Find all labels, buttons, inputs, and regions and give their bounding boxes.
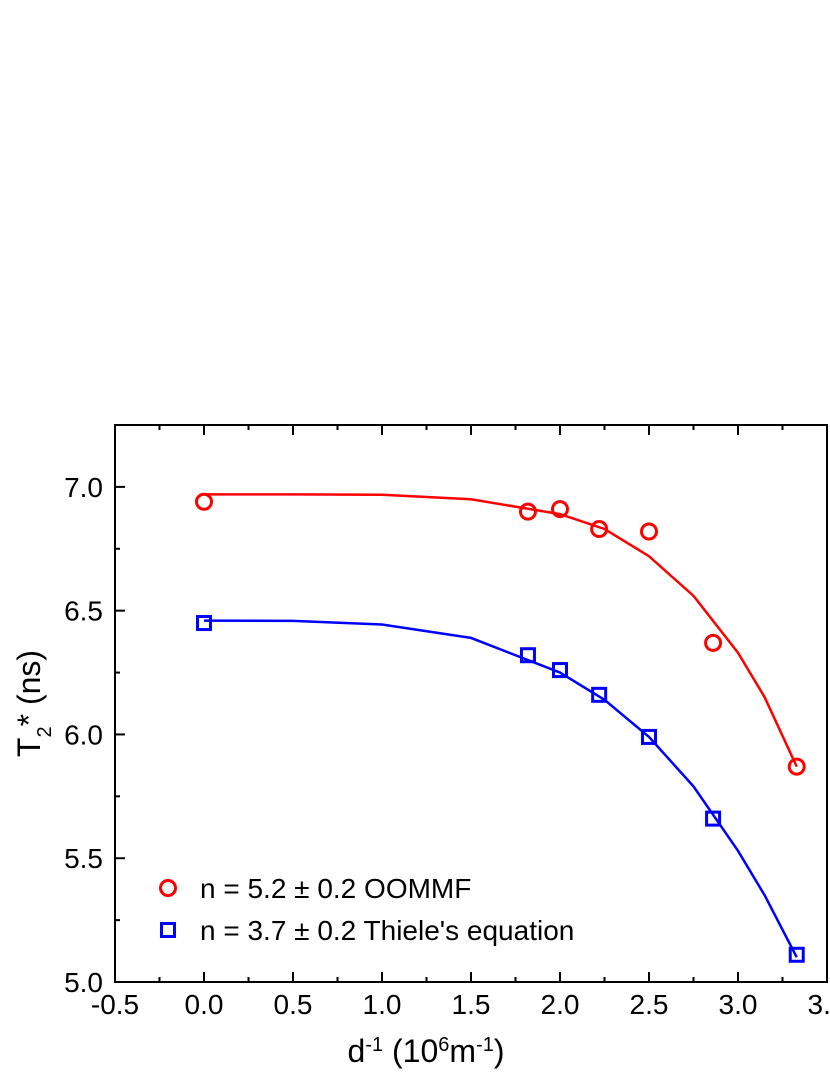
x-tick-label: 1.0 — [363, 989, 402, 1020]
x-tick-label: 0.0 — [185, 989, 224, 1020]
legend-marker — [159, 879, 177, 897]
y-tick-label: 7.0 — [64, 472, 103, 503]
data-point — [551, 500, 569, 519]
fit-line — [204, 493, 798, 768]
x-tick-label: 3.5 — [808, 989, 830, 1020]
x-tick-label: 2.5 — [630, 989, 669, 1020]
y-axis-label: T2* (ns) — [11, 650, 56, 757]
x-axis-label-part: m — [449, 1033, 476, 1069]
x-axis-label-part: ) — [494, 1033, 505, 1069]
data-point — [704, 633, 723, 652]
data-point — [788, 946, 805, 963]
data-point — [195, 492, 213, 511]
y-axis-label-part: 2 — [34, 726, 56, 737]
y-axis-label-part: T — [11, 738, 47, 758]
legend-label: n = 5.2 ± 0.2 OOMMF — [200, 873, 471, 904]
data-point — [519, 647, 536, 664]
legend-marker — [160, 922, 176, 938]
x-tick-label: 2.0 — [541, 989, 580, 1020]
x-axis-label-part: -1 — [365, 1034, 383, 1056]
data-point — [641, 728, 657, 745]
data-point — [590, 519, 609, 538]
y-tick-label: 5.5 — [64, 843, 103, 874]
x-axis-label-part: -1 — [476, 1034, 494, 1056]
data-point — [591, 686, 608, 703]
y-tick-label: 6.5 — [64, 596, 103, 627]
data-point — [787, 757, 806, 776]
data-point — [518, 502, 537, 521]
data-point — [196, 615, 212, 632]
x-tick-label: 0.5 — [274, 989, 313, 1020]
x-axis-label-part: (10 — [383, 1033, 438, 1069]
x-tick-label: -0.5 — [91, 989, 139, 1020]
legend-label: n = 3.7 ± 0.2 Thiele's equation — [200, 915, 574, 946]
data-point — [640, 522, 658, 541]
data-point — [705, 810, 722, 827]
fit-line — [203, 619, 798, 958]
x-tick-label: 1.5 — [452, 989, 491, 1020]
x-axis-label: d-1 (106m-1) — [348, 1033, 505, 1069]
data-point — [552, 662, 568, 679]
x-axis-label-part: d — [348, 1033, 366, 1069]
y-tick-label: 6.0 — [64, 719, 103, 750]
x-axis-label-part: 6 — [438, 1034, 449, 1056]
y-tick-label: 5.0 — [64, 967, 103, 998]
x-tick-label: 3.0 — [719, 989, 758, 1020]
y-axis-label-part: * (ns) — [11, 650, 47, 726]
